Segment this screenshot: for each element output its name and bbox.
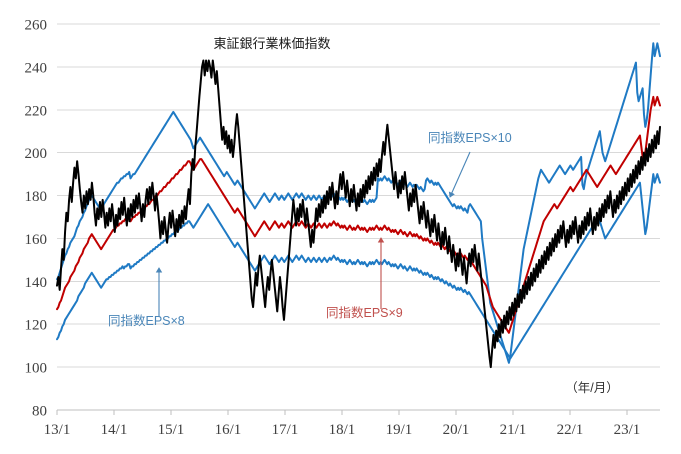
annotation-label-eps9: 同指数EPS×9 [326, 305, 403, 320]
y-axis-tick-label: 100 [25, 361, 48, 377]
y-axis-tick-label: 80 [32, 404, 47, 420]
x-axis-tick-label: 17/1 [272, 422, 299, 438]
x-axis-tick-label: 14/1 [101, 422, 128, 438]
gridlines-group [56, 23, 660, 415]
y-axis-tick-label: 180 [25, 189, 48, 205]
x-axis-tick-label: 18/1 [329, 422, 356, 438]
series-line-eps9 [56, 95, 661, 334]
y-axis-tick-label: 160 [25, 232, 48, 248]
y-axis-tick-label: 200 [25, 146, 48, 162]
series-line-eps8 [56, 173, 661, 360]
y-axis-tick-label: 140 [25, 275, 48, 291]
x-axis-labels-group: 13/1 14/1 15/1 16/1 17/1 18/1 19/1 20/1 21/1 22/1… [44, 422, 641, 438]
y-axis-tick-label: 220 [25, 103, 48, 119]
annotation-unit-year-month: （年/月） [565, 381, 618, 395]
annotation-title-index: 東証銀行業株価指数 [213, 36, 330, 51]
y-axis-tick-label: 240 [25, 60, 48, 76]
x-axis-tick-label: 22/1 [557, 422, 584, 438]
y-axis-labels-group: 80 100 120 140 160 180 200 220 240 260 [25, 18, 48, 420]
y-axis-tick-label: 260 [25, 18, 48, 34]
annotation-label-eps10: 同指数EPS×10 [428, 130, 512, 145]
series-lines-group [56, 42, 661, 369]
x-axis-tick-label: 23/1 [614, 422, 641, 438]
y-axis-tick-label: 120 [25, 318, 48, 334]
series-line-index [56, 59, 661, 369]
x-axis-tick-label: 15/1 [158, 422, 185, 438]
x-axis-tick-label: 20/1 [443, 422, 470, 438]
x-axis-tick-label: 13/1 [44, 422, 71, 438]
annotation-arrow-label-eps10 [448, 151, 471, 198]
x-axis-tick-label: 16/1 [215, 422, 242, 438]
x-axis-tick-label: 21/1 [500, 422, 527, 438]
x-axis-tick-label: 19/1 [386, 422, 413, 438]
annotation-label-eps8: 同指数EPS×8 [108, 313, 185, 328]
